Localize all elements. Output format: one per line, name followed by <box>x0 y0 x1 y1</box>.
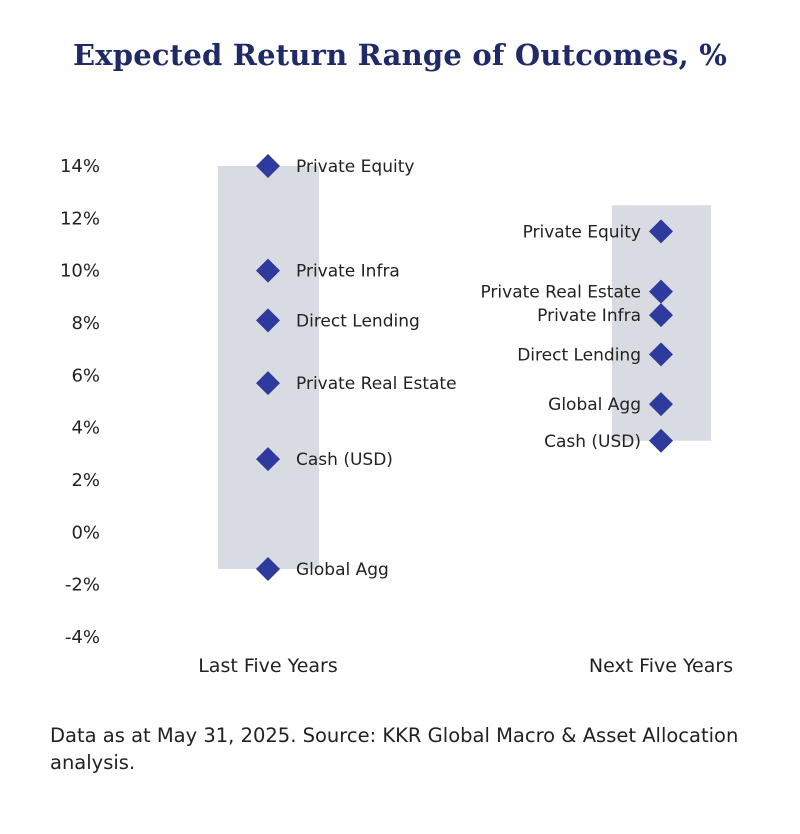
data-point-label: Private Real Estate <box>480 283 641 303</box>
y-tick-label: -4% <box>65 627 100 648</box>
y-tick-label: 8% <box>71 313 100 334</box>
data-point-label: Private Equity <box>296 157 414 177</box>
data-point-marker <box>256 308 280 333</box>
data-point-marker <box>256 371 280 396</box>
data-point-label: Direct Lending <box>517 345 641 365</box>
y-tick-label: 12% <box>60 208 100 229</box>
data-point-label: Private Real Estate <box>296 374 457 394</box>
y-tick-label: 0% <box>71 522 100 543</box>
y-tick-label: 4% <box>71 418 100 439</box>
data-point-marker <box>649 392 673 417</box>
chart-title: Expected Return Range of Outcomes, % <box>72 38 728 72</box>
data-point-marker <box>649 279 673 304</box>
data-point-marker <box>649 303 673 328</box>
data-point-label: Direct Lending <box>296 311 420 331</box>
data-point-label: Private Infra <box>296 262 400 282</box>
data-point-label: Private Equity <box>523 222 641 242</box>
y-tick-label: -2% <box>65 575 100 596</box>
range-bar <box>218 166 319 569</box>
y-tick-label: 10% <box>60 261 100 282</box>
data-point-marker <box>649 219 673 244</box>
data-point-marker <box>256 447 280 472</box>
chart-plot-area: 14% 12% 10% 8% 6% 4% 2% 0% -2% -4% Private Equity P… <box>60 154 733 677</box>
data-point-label: Global Agg <box>296 560 389 580</box>
data-point-label: Global Agg <box>548 395 641 415</box>
data-point-marker <box>256 154 280 178</box>
data-point-label: Cash (USD) <box>544 432 641 452</box>
footnote: Data as at May 31, 2025. Source: KKR Glo… <box>50 724 739 774</box>
data-point-marker <box>649 342 673 367</box>
data-point-marker <box>649 428 673 453</box>
x-category-label: Last Five Years <box>198 655 338 677</box>
data-point-label: Private Infra <box>537 306 641 326</box>
data-point-label: Cash (USD) <box>296 450 393 470</box>
data-point-marker <box>256 258 280 283</box>
y-tick-label: 14% <box>60 156 100 177</box>
x-category-label: Next Five Years <box>589 655 733 677</box>
y-tick-label: 2% <box>71 470 100 491</box>
data-point-marker <box>256 556 280 581</box>
y-tick-label: 6% <box>71 365 100 386</box>
